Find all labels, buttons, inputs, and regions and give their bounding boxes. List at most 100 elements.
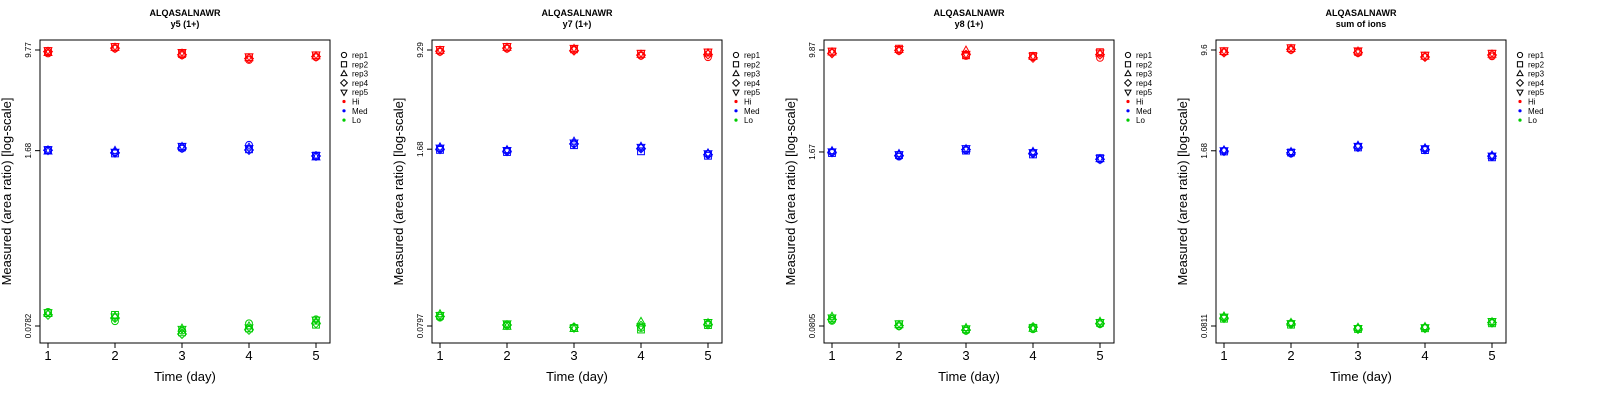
data-point-med-rep5 bbox=[1353, 142, 1363, 152]
legend-key-rep4 bbox=[339, 78, 349, 87]
data-point-med-rep5 bbox=[1420, 145, 1430, 154]
data-point-hi-rep4 bbox=[568, 45, 580, 56]
x-tick-label: 3 bbox=[570, 348, 577, 363]
legend-key-lo bbox=[342, 118, 346, 122]
legend-key-rep5 bbox=[1124, 89, 1132, 97]
data-point-lo-rep3 bbox=[827, 311, 837, 320]
plot-frame bbox=[1215, 39, 1507, 344]
data-point-med-rep5 bbox=[1095, 154, 1105, 164]
legend-key-rep3 bbox=[1516, 69, 1524, 77]
data-point-med-rep5 bbox=[961, 145, 971, 154]
data-point-med-rep3 bbox=[569, 136, 579, 145]
legend-key-rep1 bbox=[1516, 51, 1524, 59]
y-tick-label: 9.77 bbox=[24, 42, 33, 58]
y-tick-label: 0.0782 bbox=[24, 313, 33, 338]
data-point-lo-rep5 bbox=[1487, 318, 1497, 327]
data-point-lo-rep5 bbox=[110, 313, 120, 322]
chart-subtitle: y8 (1+) bbox=[955, 19, 984, 29]
data-point-lo-rep3 bbox=[636, 316, 646, 325]
legend-label: rep3 bbox=[1528, 70, 1545, 79]
data-point-med-rep5 bbox=[827, 148, 837, 157]
data-point-lo-rep4 bbox=[42, 309, 54, 321]
y-tick-label: 0.0805 bbox=[808, 313, 817, 338]
legend-label: rep1 bbox=[1136, 51, 1153, 60]
chart-title: ALQASALNAWR bbox=[1326, 8, 1397, 18]
chart-title: ALQASALNAWR bbox=[150, 8, 221, 18]
data-point-hi-rep4 bbox=[109, 42, 121, 54]
data-point-hi-rep5 bbox=[1353, 47, 1363, 56]
chart-subtitle: y7 (1+) bbox=[563, 19, 592, 29]
y-axis-label: Measured (area ratio) [log-scale] bbox=[391, 98, 406, 286]
legend-label: rep4 bbox=[352, 79, 369, 88]
legend-label: rep5 bbox=[1528, 88, 1545, 97]
data-point-hi-rep5 bbox=[244, 53, 254, 62]
legend-key-rep5 bbox=[1516, 89, 1524, 97]
data-point-hi-rep5 bbox=[1028, 52, 1038, 62]
data-point-hi-rep5 bbox=[827, 47, 837, 57]
legend-label: Med bbox=[1136, 107, 1152, 116]
data-point-med-rep1 bbox=[245, 140, 253, 149]
y-tick-label: 1.67 bbox=[808, 144, 817, 160]
data-point-lo-rep4 bbox=[243, 324, 255, 336]
legend-label: rep1 bbox=[352, 51, 369, 60]
data-point-hi-rep4 bbox=[1094, 49, 1106, 60]
legend-label: rep2 bbox=[744, 60, 761, 69]
legend-label: Hi bbox=[1528, 98, 1536, 107]
legend-key-rep1 bbox=[340, 51, 348, 59]
data-point-hi-rep5 bbox=[502, 43, 512, 52]
legend-key-lo bbox=[1126, 118, 1130, 122]
data-point-lo-rep1 bbox=[312, 315, 320, 324]
data-point-lo-rep4 bbox=[826, 314, 838, 325]
legend-key-rep4 bbox=[731, 78, 741, 87]
x-axis-label: Time (day) bbox=[546, 369, 608, 384]
data-point-med-rep5 bbox=[703, 150, 713, 159]
data-point-hi-rep5 bbox=[1219, 47, 1229, 56]
data-point-med-rep3 bbox=[1487, 150, 1497, 159]
legend-label: rep2 bbox=[1136, 60, 1153, 69]
data-point-lo-rep3 bbox=[435, 308, 445, 318]
x-tick-label: 5 bbox=[1096, 348, 1103, 363]
legend-key-med bbox=[342, 109, 346, 113]
y-axis-label: Measured (area ratio) [log-scale] bbox=[0, 98, 14, 286]
data-point-med-rep5 bbox=[177, 142, 187, 152]
legend-label: Med bbox=[744, 107, 760, 116]
legend-label: rep2 bbox=[352, 60, 369, 69]
y-tick-label: 1.68 bbox=[1200, 142, 1209, 158]
data-point-med-rep5 bbox=[1028, 149, 1038, 158]
data-point-hi-rep4 bbox=[243, 53, 255, 64]
x-axis-label: Time (day) bbox=[1330, 369, 1392, 384]
x-tick-label: 4 bbox=[245, 348, 252, 363]
data-point-hi-rep5 bbox=[569, 44, 579, 54]
legend-label: Hi bbox=[352, 98, 360, 107]
legend-key-hi bbox=[1126, 99, 1130, 104]
data-point-med-rep4 bbox=[243, 144, 255, 156]
data-point-med-rep3 bbox=[244, 142, 254, 151]
data-point-lo-rep5 bbox=[827, 314, 837, 323]
plot-frame bbox=[431, 39, 723, 344]
data-point-lo-rep5 bbox=[703, 319, 713, 328]
data-point-lo-rep4 bbox=[310, 318, 322, 329]
legend-key-hi bbox=[1518, 99, 1522, 104]
legend-label: Med bbox=[1528, 107, 1544, 116]
data-point-lo-rep3 bbox=[177, 323, 187, 332]
x-tick-label: 1 bbox=[44, 348, 51, 363]
data-point-lo-rep4 bbox=[960, 324, 972, 336]
y-axis-label: Measured (area ratio) [log-scale] bbox=[783, 98, 798, 286]
x-tick-label: 2 bbox=[503, 348, 510, 363]
chart-title: ALQASALNAWR bbox=[934, 8, 1005, 18]
data-point-med-rep5 bbox=[435, 144, 445, 154]
data-point-hi-rep4 bbox=[1486, 49, 1498, 61]
data-point-hi-rep5 bbox=[894, 46, 904, 55]
data-point-hi-rep4 bbox=[501, 42, 513, 54]
data-point-med-rep2 bbox=[637, 147, 645, 156]
legend-key-hi bbox=[734, 99, 738, 104]
data-point-lo-rep5 bbox=[1095, 318, 1105, 328]
data-point-med-rep5 bbox=[569, 139, 579, 148]
data-point-hi-rep5 bbox=[1286, 44, 1296, 53]
legend-label: Lo bbox=[1528, 116, 1537, 125]
legend-key-rep3 bbox=[732, 69, 740, 77]
data-point-lo-rep5 bbox=[502, 320, 512, 329]
legend-key-rep2 bbox=[340, 61, 348, 68]
